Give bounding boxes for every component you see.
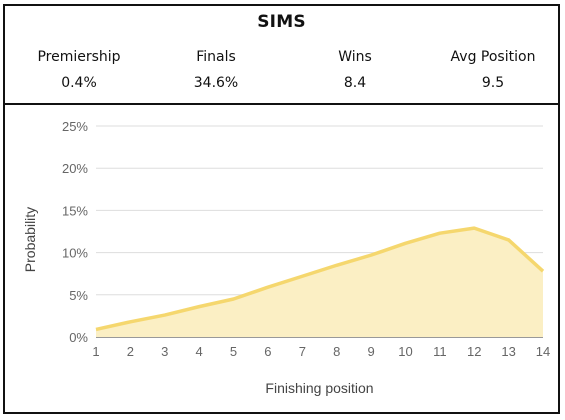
y-tick-label: 15%: [62, 203, 88, 218]
x-tick-label: 1: [92, 344, 99, 359]
x-axis-title: Finishing position: [265, 380, 373, 396]
stat-value: 34.6%: [193, 75, 239, 91]
stat-avg-position: Avg Position 9.5: [423, 48, 563, 92]
stat-wins: Wins 8.4: [285, 48, 425, 92]
stat-value: 9.5: [481, 75, 505, 91]
y-tick-label: 0%: [69, 330, 88, 345]
x-tick-label: 14: [536, 344, 550, 359]
stat-label: Finals: [196, 49, 236, 65]
stat-finals: Finals 34.6%: [146, 48, 286, 92]
y-tick-label: 10%: [62, 246, 88, 261]
x-tick-label: 11: [433, 344, 447, 359]
series-line: [95, 226, 545, 332]
stat-value: 0.4%: [61, 75, 97, 91]
sims-card: SIMS Premiership 0.4% Finals 34.6% Wins …: [3, 4, 560, 414]
x-tick-label: 6: [264, 344, 271, 359]
y-axis-title: Probability: [22, 207, 38, 272]
area-fill: [96, 228, 543, 337]
stat-value: 8.4: [343, 75, 367, 91]
x-tick-label: 12: [467, 344, 481, 359]
y-tick-label: 20%: [62, 161, 88, 176]
x-tick-label: 10: [398, 344, 412, 359]
stat-label: Premiership: [37, 49, 121, 65]
stat-label: Wins: [338, 49, 372, 65]
y-tick-label: 5%: [69, 288, 88, 303]
x-tick-label: 2: [127, 344, 134, 359]
x-tick-label: 9: [367, 344, 374, 359]
card-title: SIMS: [257, 12, 306, 32]
x-tick-label: 3: [161, 344, 168, 359]
x-tick-label: 5: [230, 344, 237, 359]
stat-premiership: Premiership 0.4%: [9, 48, 149, 92]
summary-header: SIMS Premiership 0.4% Finals 34.6% Wins …: [5, 6, 558, 105]
y-tick-label: 25%: [62, 119, 88, 134]
x-tick-label: 7: [299, 344, 306, 359]
stat-label: Avg Position: [450, 49, 536, 65]
x-tick-label: 4: [196, 344, 203, 359]
x-tick-label: 8: [333, 344, 340, 359]
x-tick-label: 13: [501, 344, 515, 359]
